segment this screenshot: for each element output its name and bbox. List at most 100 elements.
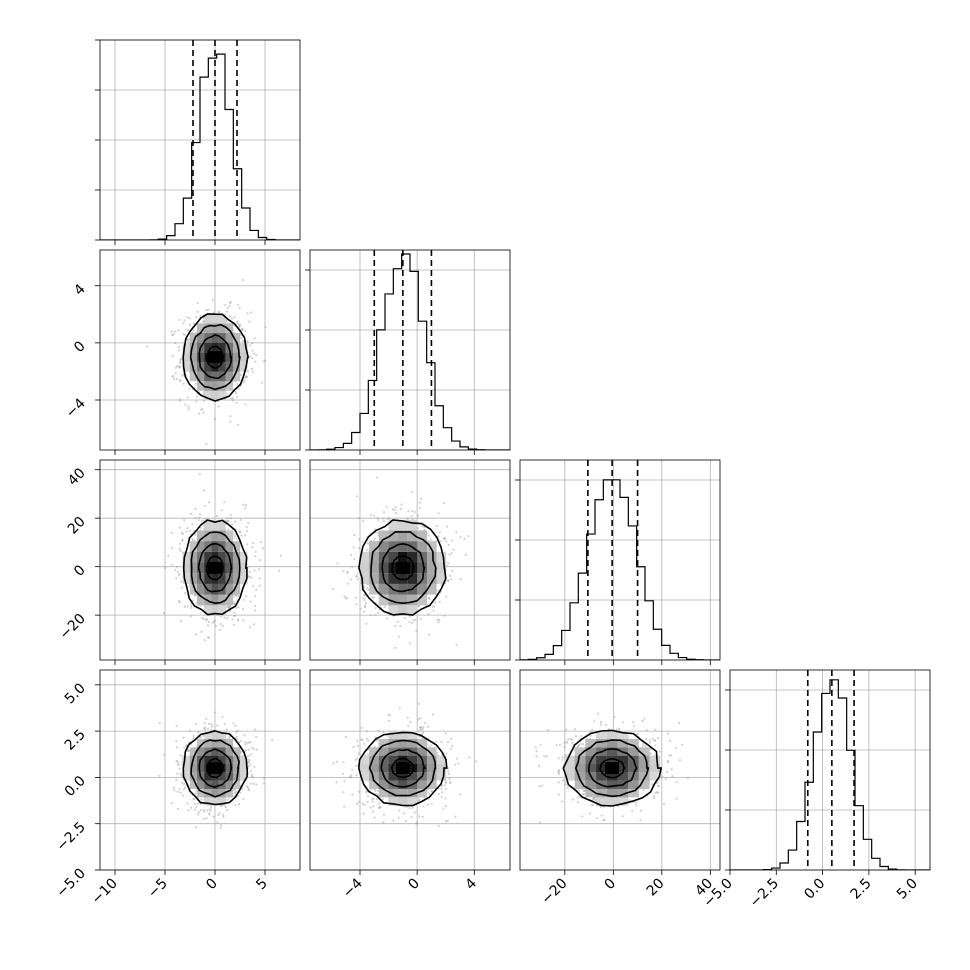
density-cell — [189, 763, 197, 773]
scatter-point — [219, 826, 222, 830]
scatter-point — [419, 726, 422, 729]
scatter-point — [355, 802, 359, 806]
scatter-point — [195, 826, 198, 829]
contour-line — [205, 345, 225, 369]
scatter-point — [369, 788, 372, 791]
scatter-point — [231, 618, 234, 621]
scatter-point — [225, 606, 228, 609]
scatter-point — [251, 370, 254, 373]
scatter-point — [249, 753, 252, 756]
density-cell — [407, 573, 418, 584]
scatter-point — [192, 734, 195, 737]
scatter-point — [199, 808, 203, 812]
scatter-point — [355, 495, 359, 498]
scatter-point — [356, 757, 359, 760]
scatter-point — [255, 735, 258, 738]
contour-line — [197, 542, 233, 593]
scatter-point — [433, 605, 436, 608]
scatter-point — [399, 507, 402, 511]
scatter-point — [187, 408, 190, 411]
density-cell — [426, 780, 437, 789]
scatter-point — [181, 532, 184, 536]
scatter-point — [394, 506, 397, 509]
y-tick-label: 5.0 — [62, 680, 89, 707]
density-cell — [204, 738, 212, 748]
contour-line — [198, 748, 233, 788]
density-cell — [197, 371, 205, 382]
density-cell — [182, 342, 190, 353]
scatter-point — [193, 802, 196, 806]
scatter-point — [234, 790, 237, 793]
scatter-point — [202, 411, 205, 414]
scatter-point — [446, 819, 449, 822]
density-cell — [218, 594, 226, 606]
density-cell — [407, 551, 418, 563]
scatter-point — [403, 617, 406, 620]
scatter-point — [243, 379, 246, 382]
density-cell — [218, 730, 226, 739]
density-cell — [388, 594, 399, 606]
scatter-point — [229, 516, 233, 520]
density-cell — [398, 755, 408, 764]
scatter-point — [233, 611, 236, 614]
density-cell — [369, 763, 379, 773]
scatter-point — [417, 799, 420, 802]
x-tick-label: 0 — [203, 876, 221, 894]
scatter-panel-3-0: −5.0−2.50.02.55.0−10 −5 0 5 — [53, 669, 301, 908]
panel-frame — [309, 249, 511, 451]
scatter-point — [191, 522, 194, 526]
density-cell — [204, 605, 212, 616]
scatter-point — [254, 728, 257, 731]
density-cell — [240, 763, 248, 773]
scatter-point — [244, 403, 247, 406]
scatter-point — [243, 376, 247, 379]
scatter-point — [203, 504, 206, 508]
scatter-point — [422, 805, 425, 808]
scatter-point — [236, 395, 239, 398]
scatter-point — [158, 721, 161, 725]
scatter-point — [254, 604, 257, 608]
scatter-point — [447, 562, 450, 565]
scatter-point — [172, 333, 175, 336]
density-cell — [197, 381, 205, 391]
scatter-point — [375, 739, 378, 742]
x-tick-label: −5 — [145, 876, 171, 902]
scatter-point — [239, 323, 242, 326]
scatter-point — [183, 592, 187, 595]
scatter-point — [371, 596, 374, 599]
scatter-point — [342, 761, 345, 764]
scatter-point — [366, 586, 369, 589]
scatter-point — [437, 535, 440, 538]
scatter-point — [367, 795, 370, 798]
scatter-point — [388, 714, 392, 717]
scatter-point — [198, 513, 202, 516]
density-cell — [398, 738, 408, 748]
density-cell — [182, 352, 190, 362]
scatter-point — [357, 752, 360, 755]
scatter-point — [188, 323, 192, 326]
density-peak — [395, 561, 410, 574]
scatter-point — [443, 784, 446, 787]
scatter-point — [357, 538, 361, 541]
density-peak — [208, 561, 222, 574]
density-cell — [211, 390, 219, 401]
scatter-point — [366, 542, 369, 545]
scatter-point — [404, 820, 408, 823]
scatter-point — [247, 772, 250, 775]
scatter-point — [374, 789, 377, 792]
scatter-point — [361, 519, 365, 522]
scatter-point — [448, 777, 451, 780]
scatter-point — [236, 320, 239, 323]
scatter-point — [237, 594, 240, 597]
scatter-point — [417, 718, 420, 721]
scatter-point — [177, 574, 180, 577]
scatter-point — [355, 774, 358, 777]
density-cell — [359, 573, 370, 584]
scatter-point — [178, 547, 181, 551]
scatter-point — [236, 423, 239, 426]
scatter-point — [178, 399, 182, 402]
density-cell — [211, 605, 219, 616]
scatter-point — [177, 365, 181, 369]
scatter-point — [406, 517, 409, 520]
density-cell — [417, 562, 427, 574]
